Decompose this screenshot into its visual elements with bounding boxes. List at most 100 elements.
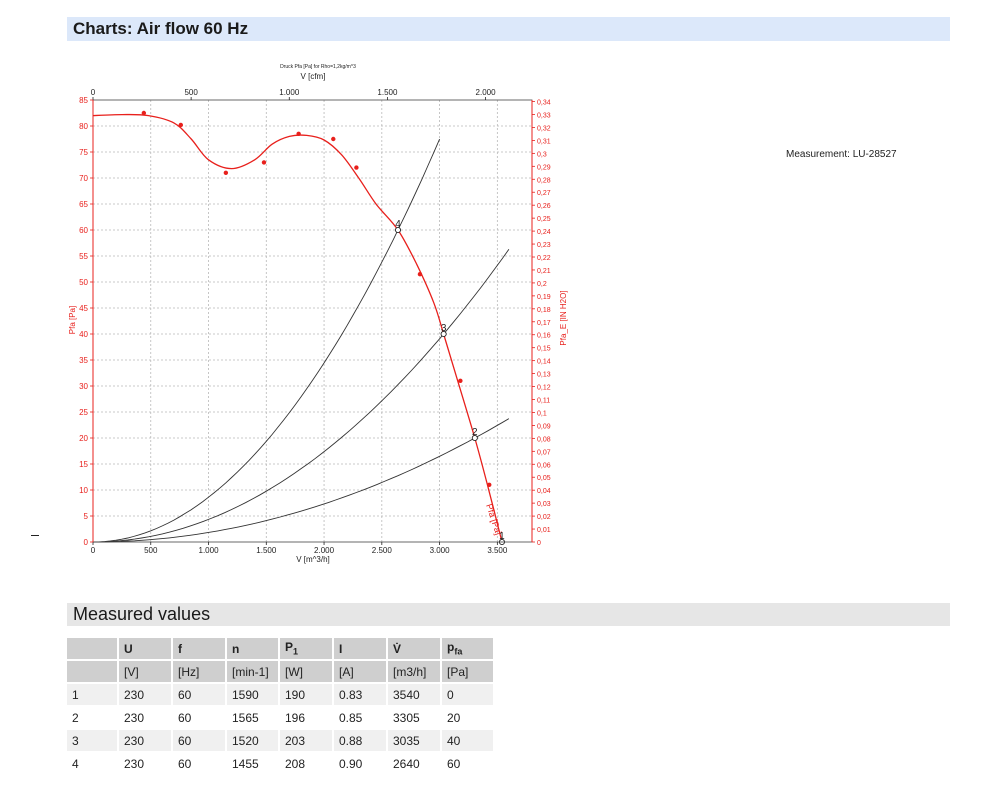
x2-tick-label: 500: [184, 88, 198, 97]
col-header-3: n: [226, 638, 280, 661]
table-cell: 2: [67, 706, 119, 730]
y2-tick-label: 0,31: [537, 138, 551, 145]
table-cell: 0.90: [333, 752, 388, 776]
y-tick-label: 40: [79, 330, 88, 339]
y2-tick-label: 0,04: [537, 488, 551, 495]
table-cell: 208: [279, 752, 334, 776]
operating-point: [394, 226, 402, 234]
operating-point-label: 3: [441, 323, 447, 334]
table-cell: 60: [172, 729, 227, 753]
measured-point: [178, 122, 183, 128]
table-cell: 60: [172, 752, 227, 776]
measured-point: [261, 160, 267, 165]
measured-point: [487, 482, 492, 487]
measured-point: [141, 110, 147, 116]
y2-tick-label: 0,1: [537, 410, 547, 417]
table-cell: 1520: [226, 729, 280, 753]
y2-tick-label: 0,26: [537, 203, 551, 210]
measurement-label: Measurement: LU-28527: [786, 149, 897, 160]
table-cell: 203: [279, 729, 334, 753]
table-row: 2 230 60 1565 196 0.85 3305 20: [67, 706, 495, 730]
chart-grid: [93, 100, 532, 542]
y2-tick-label: 0,33: [537, 113, 551, 120]
y-axis-label: Pfa [Pa]: [68, 306, 77, 334]
y-tick-label: 70: [79, 174, 88, 183]
y-tick-label: 15: [79, 460, 88, 469]
x-tick-label: 2.000: [314, 546, 335, 555]
x2-tick-label: 0: [91, 88, 96, 97]
y-tick-label: 85: [79, 96, 88, 105]
col-header-2: f: [172, 638, 227, 661]
x-tick-label: 3.000: [430, 546, 451, 555]
y-tick-label: 75: [79, 148, 88, 157]
y-tick-label: 30: [79, 382, 88, 391]
y2-tick-label: 0,22: [537, 255, 551, 262]
y-tick-label: 80: [79, 122, 88, 131]
col-unit-0: [67, 660, 119, 684]
table-cell: 40: [441, 729, 495, 753]
y2-tick-label: 0,02: [537, 514, 551, 521]
charts-header: Charts: Air flow 60 Hz: [67, 17, 950, 41]
table-cell: 0.85: [333, 706, 388, 730]
operating-point-label: 2: [472, 427, 478, 438]
x-axis-label: V [m^3/h]: [296, 555, 330, 564]
measured-point: [331, 136, 336, 142]
y2-tick-label: 0,16: [537, 333, 551, 340]
system-curve-system-2: [93, 418, 510, 543]
y2-tick-label: 0,13: [537, 372, 551, 379]
y2-tick-label: 0,27: [537, 190, 551, 197]
y-tick-label: 60: [79, 226, 88, 235]
y-tick-label: 5: [84, 512, 89, 521]
table-cell: 230: [118, 729, 173, 753]
col-unit-3: [min-1]: [226, 660, 280, 684]
measured-point: [296, 131, 301, 136]
y2-tick-label: 0,2: [537, 281, 547, 288]
y2-tick-label: 0,25: [537, 216, 551, 223]
y-tick-label: 50: [79, 278, 88, 287]
y2-tick-label: 0,23: [537, 242, 551, 249]
y2-tick-label: 0,24: [537, 229, 551, 236]
x-tick-label: 1.500: [256, 546, 277, 555]
y2-tick-label: 0,29: [537, 164, 551, 171]
col-header-6: V̇: [387, 638, 442, 661]
table-row: 3 230 60 1520 203 0.88 3035 40: [67, 729, 495, 753]
y2-tick-label: 0,11: [537, 398, 550, 405]
x2-tick-label: 1.500: [377, 88, 398, 97]
col-header-7: pfa: [441, 638, 495, 661]
y-tick-label: 45: [79, 304, 88, 313]
dash-mark: [31, 535, 39, 536]
fan-curve: [92, 113, 503, 543]
table-cell: 3035: [387, 729, 442, 753]
col-header-0: [67, 638, 119, 661]
y2-tick-label: 0,07: [537, 449, 551, 456]
col-unit-6: [m3/h]: [387, 660, 442, 684]
x2-tick-label: 1.000: [279, 88, 300, 97]
table-cell: 3540: [387, 683, 442, 707]
y2-tick-label: 0,03: [537, 501, 551, 508]
plot-frame: [92, 99, 533, 543]
table-cell: 1565: [226, 706, 280, 730]
charts-title: Charts: Air flow 60 Hz: [73, 19, 249, 38]
table-cell: 60: [172, 683, 227, 707]
x-tick-label: 1.000: [199, 546, 220, 555]
operating-point-label: 4: [395, 219, 401, 230]
y-tick-label: 65: [79, 200, 88, 209]
y-tick-label: 0: [84, 538, 89, 547]
table-cell: 0: [441, 683, 495, 707]
measured-point: [417, 272, 423, 277]
y2-tick-label: 0,19: [537, 294, 551, 301]
y2-tick-label: 0,28: [537, 177, 551, 184]
y2-axis-label: Pfa_E [IN H2O]: [559, 290, 568, 345]
y2-tick-label: 0,3: [537, 151, 547, 158]
x-tick-label: 3.500: [487, 546, 508, 555]
y2-tick-label: 0,06: [537, 462, 551, 469]
measured-title: Measured values: [73, 604, 211, 624]
col-header-1: U: [118, 638, 173, 661]
measured-header: Measured values: [67, 603, 950, 626]
table-cell: 230: [118, 706, 173, 730]
y-tick-label: 20: [79, 434, 88, 443]
y2-tick-label: 0,08: [537, 436, 551, 443]
x-tick-label: 0: [91, 546, 96, 555]
